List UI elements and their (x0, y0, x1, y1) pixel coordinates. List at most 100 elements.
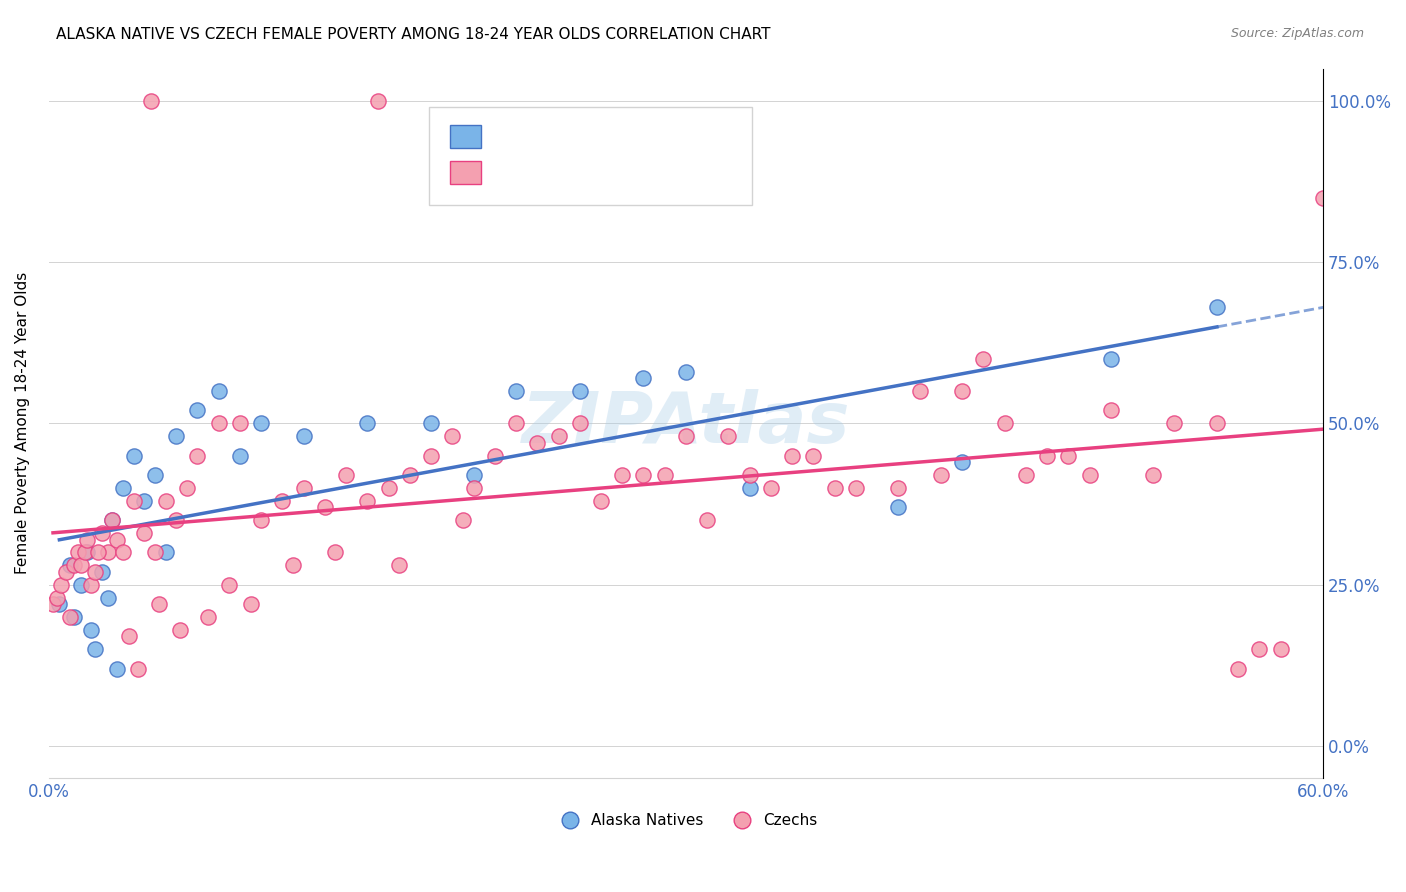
Point (526, 435, 548, 450)
Text: R =: R = (488, 129, 522, 144)
Point (367, 94, 389, 108)
Point (197, 610, 219, 624)
Point (48, 597, 70, 611)
Point (463, 467, 485, 482)
Point (143, 545, 166, 559)
Point (55, 565, 77, 579)
Point (1078, 467, 1101, 482)
Point (1015, 467, 1038, 482)
Point (139, 94, 162, 108)
Point (717, 429, 740, 443)
Point (134, 526, 156, 541)
Point (398, 467, 420, 482)
Point (101, 513, 124, 527)
Point (759, 481, 782, 495)
Point (97, 591, 120, 605)
Point (148, 597, 170, 611)
Point (186, 449, 208, 463)
Point (42, 597, 65, 611)
Text: 0.511: 0.511 (520, 165, 568, 179)
Text: 0.598: 0.598 (520, 129, 568, 144)
Text: ZIPAtlas: ZIPAtlas (522, 389, 851, 458)
Point (86, 545, 108, 559)
Point (887, 500, 910, 515)
Point (63, 610, 86, 624)
Point (76, 533, 98, 547)
Point (929, 467, 952, 482)
Point (325, 545, 347, 559)
Point (356, 493, 378, 508)
Point (1099, 403, 1122, 417)
Point (1142, 467, 1164, 482)
Point (229, 417, 252, 431)
Point (218, 577, 240, 591)
Point (356, 417, 378, 431)
Point (463, 481, 485, 495)
Text: N =: N = (581, 129, 614, 144)
Point (547, 429, 569, 443)
Point (675, 429, 697, 443)
Text: R =: R = (488, 165, 522, 179)
Point (59, 610, 82, 624)
Point (972, 351, 994, 366)
Point (1206, 417, 1229, 431)
Point (633, 467, 655, 482)
Point (69, 577, 91, 591)
Point (51, 577, 73, 591)
Point (112, 545, 135, 559)
Point (59, 558, 82, 573)
Point (314, 500, 336, 515)
Point (80, 623, 103, 637)
Point (80, 577, 103, 591)
Point (73, 545, 96, 559)
Point (169, 623, 191, 637)
Point (127, 661, 149, 675)
Point (271, 493, 294, 508)
Point (377, 481, 399, 495)
Point (484, 449, 506, 463)
Text: 34: 34 (610, 129, 631, 144)
Point (780, 449, 803, 463)
Point (67, 545, 90, 559)
Point (229, 449, 252, 463)
Text: N =: N = (581, 165, 614, 179)
Point (633, 371, 655, 385)
Point (208, 384, 231, 398)
Point (1036, 449, 1059, 463)
Point (250, 417, 273, 431)
Point (155, 545, 177, 559)
Y-axis label: Female Poverty Among 18-24 Year Olds: Female Poverty Among 18-24 Year Olds (15, 272, 30, 574)
Point (505, 417, 527, 431)
Point (1057, 449, 1080, 463)
Point (134, 493, 156, 508)
Point (335, 467, 357, 482)
Point (568, 417, 591, 431)
Point (292, 429, 315, 443)
Point (803, 449, 825, 463)
Point (568, 384, 591, 398)
Point (696, 513, 718, 527)
Point (97, 545, 120, 559)
Point (250, 513, 273, 527)
Point (738, 481, 761, 495)
Point (420, 449, 443, 463)
Point (451, 513, 474, 527)
Point (90, 526, 112, 541)
Point (738, 467, 761, 482)
Point (165, 513, 187, 527)
Point (420, 417, 443, 431)
Point (143, 467, 166, 482)
Point (84, 642, 107, 657)
Point (105, 661, 128, 675)
Point (186, 403, 208, 417)
Point (1270, 642, 1292, 657)
Point (208, 417, 231, 431)
Point (90, 565, 112, 579)
Point (69, 558, 91, 573)
Point (101, 513, 124, 527)
Point (1206, 300, 1229, 314)
Text: Source: ZipAtlas.com: Source: ZipAtlas.com (1230, 27, 1364, 40)
Point (84, 565, 107, 579)
Point (845, 481, 868, 495)
Point (292, 481, 315, 495)
